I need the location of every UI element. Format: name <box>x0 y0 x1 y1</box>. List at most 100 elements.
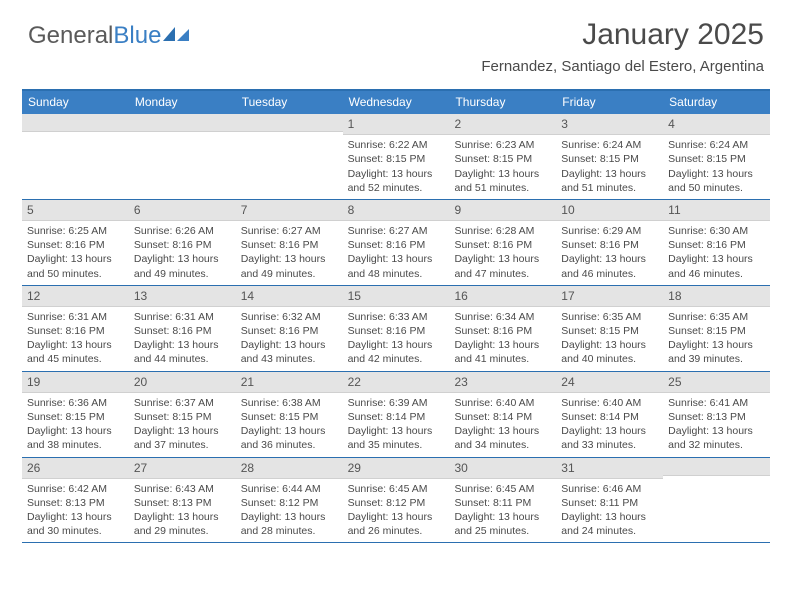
day-number <box>663 458 770 476</box>
day-info-line: Sunrise: 6:45 AM <box>454 482 551 496</box>
day-info-line: and 37 minutes. <box>134 438 231 452</box>
day-info-line: Daylight: 13 hours <box>241 510 338 524</box>
day-info-line: and 49 minutes. <box>241 267 338 281</box>
day-body: Sunrise: 6:27 AMSunset: 8:16 PMDaylight:… <box>236 221 343 285</box>
day-info-line: Sunset: 8:16 PM <box>668 238 765 252</box>
day-info-line: Sunset: 8:12 PM <box>348 496 445 510</box>
day-number: 27 <box>129 458 236 479</box>
day-cell: 16Sunrise: 6:34 AMSunset: 8:16 PMDayligh… <box>449 286 556 371</box>
day-number: 23 <box>449 372 556 393</box>
week-row: 1Sunrise: 6:22 AMSunset: 8:15 PMDaylight… <box>22 114 770 200</box>
day-info-line: Sunrise: 6:41 AM <box>668 396 765 410</box>
brand-part1: General <box>28 22 113 50</box>
day-body: Sunrise: 6:28 AMSunset: 8:16 PMDaylight:… <box>449 221 556 285</box>
day-info-line: Sunset: 8:15 PM <box>241 410 338 424</box>
day-info-line: Sunset: 8:13 PM <box>27 496 124 510</box>
title-block: January 2025 Fernandez, Santiago del Est… <box>481 18 764 75</box>
day-info-line: and 38 minutes. <box>27 438 124 452</box>
day-info-line: Daylight: 13 hours <box>454 338 551 352</box>
week-row: 5Sunrise: 6:25 AMSunset: 8:16 PMDaylight… <box>22 200 770 286</box>
day-info-line: and 52 minutes. <box>348 181 445 195</box>
day-body: Sunrise: 6:31 AMSunset: 8:16 PMDaylight:… <box>129 307 236 371</box>
day-body: Sunrise: 6:41 AMSunset: 8:13 PMDaylight:… <box>663 393 770 457</box>
day-info-line: Sunset: 8:15 PM <box>348 152 445 166</box>
day-body: Sunrise: 6:35 AMSunset: 8:15 PMDaylight:… <box>663 307 770 371</box>
day-number: 13 <box>129 286 236 307</box>
day-info-line: Daylight: 13 hours <box>241 338 338 352</box>
day-info-line: and 25 minutes. <box>454 524 551 538</box>
day-info-line: Sunset: 8:16 PM <box>454 324 551 338</box>
day-info-line: and 30 minutes. <box>27 524 124 538</box>
day-number: 12 <box>22 286 129 307</box>
day-info-line: Sunrise: 6:23 AM <box>454 138 551 152</box>
day-info-line: Sunrise: 6:22 AM <box>348 138 445 152</box>
day-body: Sunrise: 6:36 AMSunset: 8:15 PMDaylight:… <box>22 393 129 457</box>
day-body: Sunrise: 6:33 AMSunset: 8:16 PMDaylight:… <box>343 307 450 371</box>
day-info-line: and 33 minutes. <box>561 438 658 452</box>
brand-part2: Blue <box>113 22 161 50</box>
day-info-line: Sunset: 8:13 PM <box>134 496 231 510</box>
day-info-line: Daylight: 13 hours <box>241 424 338 438</box>
day-info-line: Sunrise: 6:34 AM <box>454 310 551 324</box>
day-number: 26 <box>22 458 129 479</box>
day-header-row: SundayMondayTuesdayWednesdayThursdayFrid… <box>22 91 770 114</box>
day-info-line: Sunrise: 6:40 AM <box>454 396 551 410</box>
day-cell: 20Sunrise: 6:37 AMSunset: 8:15 PMDayligh… <box>129 372 236 457</box>
day-cell: 18Sunrise: 6:35 AMSunset: 8:15 PMDayligh… <box>663 286 770 371</box>
day-number: 11 <box>663 200 770 221</box>
day-info-line: Sunset: 8:11 PM <box>454 496 551 510</box>
day-cell: 9Sunrise: 6:28 AMSunset: 8:16 PMDaylight… <box>449 200 556 285</box>
day-number: 28 <box>236 458 343 479</box>
week-row: 12Sunrise: 6:31 AMSunset: 8:16 PMDayligh… <box>22 286 770 372</box>
day-cell: 10Sunrise: 6:29 AMSunset: 8:16 PMDayligh… <box>556 200 663 285</box>
day-cell: 26Sunrise: 6:42 AMSunset: 8:13 PMDayligh… <box>22 458 129 543</box>
day-cell: 12Sunrise: 6:31 AMSunset: 8:16 PMDayligh… <box>22 286 129 371</box>
day-info-line: and 39 minutes. <box>668 352 765 366</box>
day-info-line: and 46 minutes. <box>561 267 658 281</box>
day-number: 17 <box>556 286 663 307</box>
day-body: Sunrise: 6:23 AMSunset: 8:15 PMDaylight:… <box>449 135 556 199</box>
day-body <box>236 132 343 139</box>
day-info-line: Sunset: 8:16 PM <box>241 238 338 252</box>
day-info-line: Sunrise: 6:30 AM <box>668 224 765 238</box>
day-info-line: Sunrise: 6:43 AM <box>134 482 231 496</box>
day-cell <box>129 114 236 199</box>
calendar-grid: SundayMondayTuesdayWednesdayThursdayFrid… <box>22 89 770 543</box>
day-info-line: and 46 minutes. <box>668 267 765 281</box>
day-cell <box>236 114 343 199</box>
day-cell: 31Sunrise: 6:46 AMSunset: 8:11 PMDayligh… <box>556 458 663 543</box>
day-cell <box>22 114 129 199</box>
day-body: Sunrise: 6:22 AMSunset: 8:15 PMDaylight:… <box>343 135 450 199</box>
day-info-line: Sunset: 8:16 PM <box>27 238 124 252</box>
week-row: 19Sunrise: 6:36 AMSunset: 8:15 PMDayligh… <box>22 372 770 458</box>
month-title: January 2025 <box>481 18 764 52</box>
day-cell: 8Sunrise: 6:27 AMSunset: 8:16 PMDaylight… <box>343 200 450 285</box>
day-info-line: and 29 minutes. <box>134 524 231 538</box>
day-body: Sunrise: 6:37 AMSunset: 8:15 PMDaylight:… <box>129 393 236 457</box>
day-info-line: and 44 minutes. <box>134 352 231 366</box>
day-info-line: Daylight: 13 hours <box>454 424 551 438</box>
day-info-line: Daylight: 13 hours <box>27 338 124 352</box>
day-body: Sunrise: 6:42 AMSunset: 8:13 PMDaylight:… <box>22 479 129 543</box>
day-info-line: Daylight: 13 hours <box>561 424 658 438</box>
day-info-line: Sunrise: 6:28 AM <box>454 224 551 238</box>
day-header: Thursday <box>449 91 556 114</box>
day-info-line: Daylight: 13 hours <box>561 167 658 181</box>
logo-sail-icon <box>163 22 189 50</box>
day-number: 4 <box>663 114 770 135</box>
day-info-line: and 36 minutes. <box>241 438 338 452</box>
day-header: Friday <box>556 91 663 114</box>
day-info-line: Daylight: 13 hours <box>134 424 231 438</box>
day-cell: 25Sunrise: 6:41 AMSunset: 8:13 PMDayligh… <box>663 372 770 457</box>
day-info-line: Sunrise: 6:24 AM <box>668 138 765 152</box>
day-info-line: and 42 minutes. <box>348 352 445 366</box>
day-body: Sunrise: 6:45 AMSunset: 8:12 PMDaylight:… <box>343 479 450 543</box>
day-number <box>129 114 236 132</box>
day-body: Sunrise: 6:45 AMSunset: 8:11 PMDaylight:… <box>449 479 556 543</box>
day-header: Saturday <box>663 91 770 114</box>
day-cell: 24Sunrise: 6:40 AMSunset: 8:14 PMDayligh… <box>556 372 663 457</box>
day-info-line: Sunset: 8:15 PM <box>561 152 658 166</box>
day-cell: 2Sunrise: 6:23 AMSunset: 8:15 PMDaylight… <box>449 114 556 199</box>
day-info-line: Daylight: 13 hours <box>348 252 445 266</box>
day-info-line: Sunrise: 6:24 AM <box>561 138 658 152</box>
